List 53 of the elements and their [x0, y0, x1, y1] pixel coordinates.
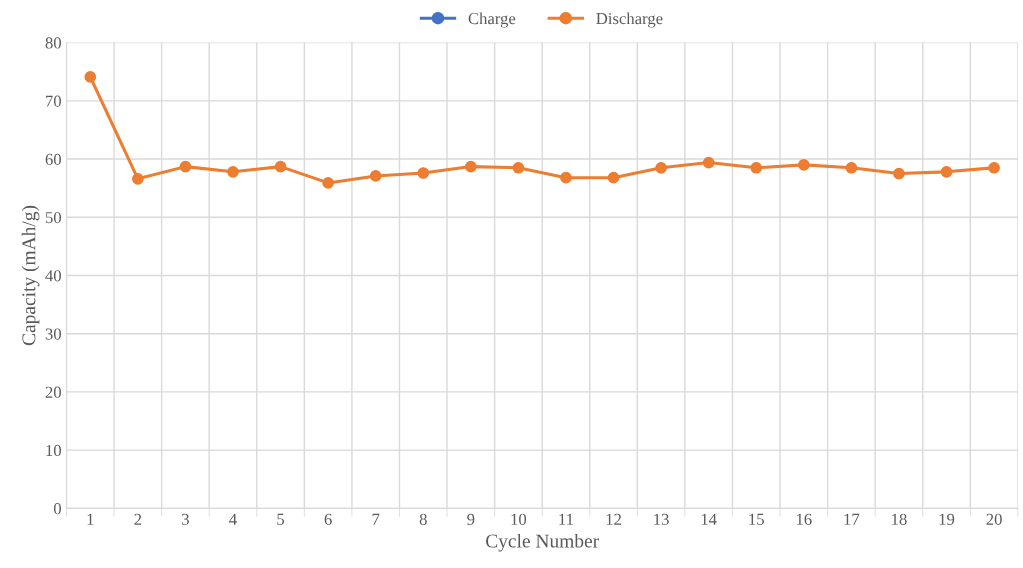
x-tick-label: 3: [182, 513, 189, 525]
point: [940, 166, 953, 178]
x-tick-label: 13: [654, 513, 669, 525]
y-tick-label: 0: [53, 503, 61, 515]
x-tick-label: 14: [701, 513, 717, 525]
y-tick-label: 40: [45, 270, 61, 282]
legend-label: Discharge: [596, 12, 663, 28]
x-tick-label: 19: [939, 513, 955, 525]
x-tick-label: 7: [372, 513, 380, 525]
point: [512, 161, 525, 174]
point: [988, 161, 1000, 174]
y-tick-label: 80: [45, 37, 61, 49]
point: [797, 159, 810, 171]
x-tick-label: 12: [606, 513, 621, 525]
point: [84, 71, 97, 83]
y-tick-label: 70: [46, 95, 61, 107]
x-tick-label: 8: [419, 513, 427, 525]
point: [274, 160, 287, 173]
x-tick-label: 11: [559, 513, 573, 525]
x-tick-label: 9: [467, 513, 475, 525]
point: [893, 167, 905, 180]
point: [132, 172, 144, 185]
point: [750, 161, 763, 174]
x-tick-label: 20: [986, 513, 1002, 525]
y-axis-title: Capacity (mAh/g): [21, 205, 40, 346]
y-tick-label: 10: [46, 444, 61, 457]
legend-label: Charge: [468, 12, 516, 28]
point: [369, 170, 382, 182]
point: [845, 161, 858, 174]
x-tick-label: 5: [277, 513, 285, 525]
y-tick-label: 60: [45, 153, 61, 165]
x-tick-label: 1: [87, 513, 94, 525]
point: [464, 160, 477, 173]
point: [702, 156, 715, 169]
point: [179, 160, 192, 173]
point: [655, 161, 667, 174]
y-tick-label: 20: [45, 386, 61, 398]
x-tick-label: 2: [134, 513, 142, 525]
point: [560, 171, 572, 184]
x-tick-label: 4: [229, 513, 237, 525]
x-tick-label: 18: [892, 513, 907, 525]
x-tick-label: 16: [796, 513, 812, 525]
x-tick-label: 10: [511, 513, 527, 525]
point: [322, 177, 334, 189]
y-tick-label: 30: [45, 328, 61, 340]
x-tick-label: 6: [324, 513, 332, 525]
x-tick-label: 17: [844, 513, 860, 525]
point: [417, 167, 430, 179]
x-axis-title: Cycle Number: [486, 533, 599, 552]
point: [227, 166, 239, 178]
point: [607, 171, 620, 184]
x-tick-label: 15: [749, 513, 764, 525]
y-tick-label: 50: [45, 211, 61, 224]
